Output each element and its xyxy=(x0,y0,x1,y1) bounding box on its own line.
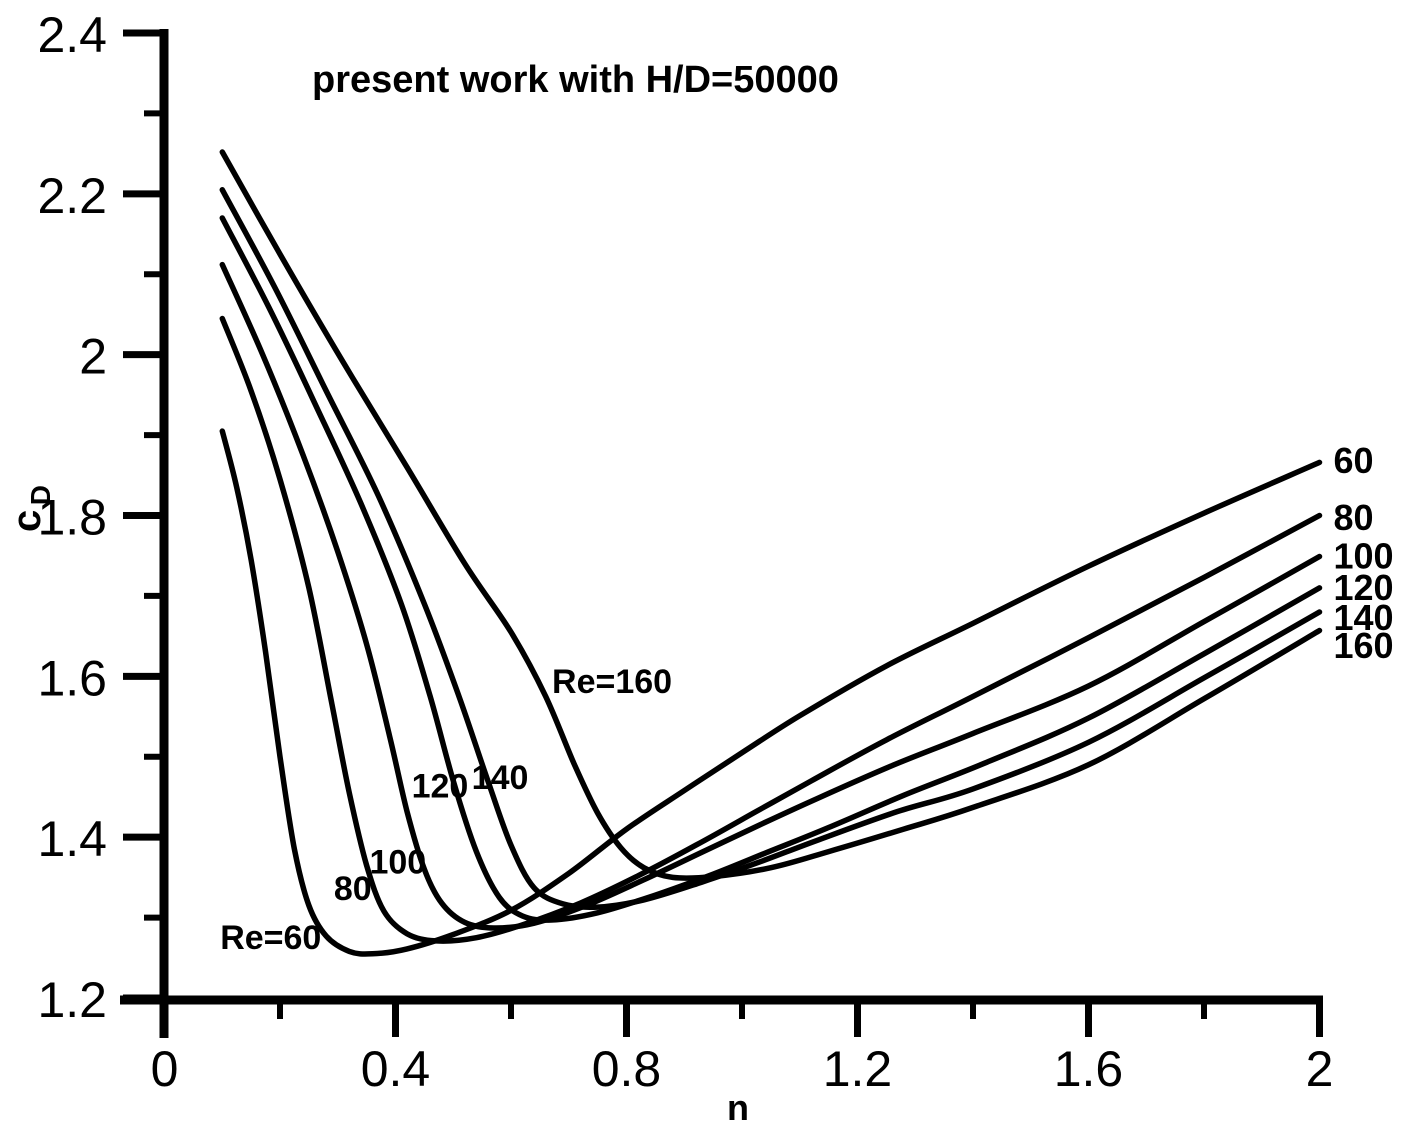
y-axis-tick-label: 2.4 xyxy=(37,7,107,63)
x-axis-tick-label: 0.8 xyxy=(592,1041,662,1097)
x-axis-title: n xyxy=(727,1087,749,1128)
y-axis-tick-label: 1.6 xyxy=(37,650,107,706)
axes-layer: 2.4 2.2 2 1.8 1.6 1.4 1.2 0 0.4 0.8 1.2 1.6 2 xyxy=(37,7,1333,1097)
right-label-re-60: 60 xyxy=(1334,440,1374,481)
curve-re-120 xyxy=(219,215,1323,923)
y-axis-tick-label: 2 xyxy=(79,329,107,385)
x-axis-tick-label: 0.4 xyxy=(361,1041,431,1097)
curve-re-100 xyxy=(219,261,1323,931)
curve-label-re-160: Re=160 xyxy=(552,663,672,701)
y-axis-tick-label: 2.2 xyxy=(37,168,107,224)
right-label-re-120: 120 xyxy=(1334,567,1394,608)
y-axis-title: c D xyxy=(5,485,56,532)
y-axis-tick-label: 1.8 xyxy=(37,489,107,545)
y-axis-title-main: c xyxy=(5,510,49,532)
chart-title: present work with H/D=50000 xyxy=(312,59,839,101)
curve-re-140 xyxy=(219,187,1323,911)
curve-re-60 xyxy=(219,428,1323,957)
right-label-re-140: 140 xyxy=(1334,597,1394,638)
curve-label-80: 80 xyxy=(334,870,372,908)
y-axis-tick-label: 1.2 xyxy=(37,972,107,1028)
curve-re-160 xyxy=(219,149,1323,881)
x-axis-tick-label: 1.6 xyxy=(1054,1041,1124,1097)
right-label-re-80: 80 xyxy=(1334,497,1374,538)
y-axis-title-subscript: D xyxy=(25,485,56,505)
curves-layer xyxy=(219,149,1323,957)
y-axis-tick-label: 1.4 xyxy=(37,811,107,867)
curve-label-re-60: Re=60 xyxy=(220,919,321,957)
curve-label-140: 140 xyxy=(472,759,529,797)
right-label-re-160: 160 xyxy=(1334,625,1394,666)
curve-label-120: 120 xyxy=(412,768,469,806)
x-axis-tick-label: 1.2 xyxy=(823,1041,893,1097)
curve-label-100: 100 xyxy=(369,843,426,881)
x-axis-tick-label: 0 xyxy=(151,1041,179,1097)
x-axis-tick-label: 2 xyxy=(1306,1041,1334,1097)
right-label-re-100: 100 xyxy=(1334,536,1394,577)
